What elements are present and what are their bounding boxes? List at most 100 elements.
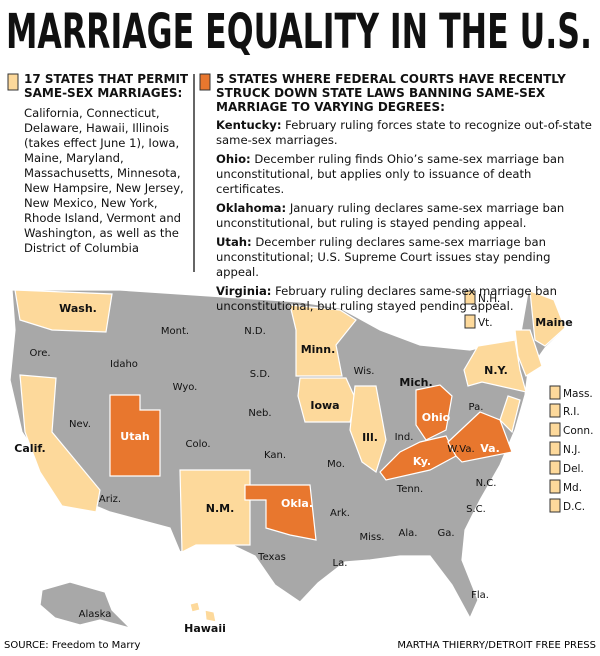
virginia [447,411,513,463]
new-england [514,329,543,377]
new-york [463,339,527,393]
entry-state: Kentucky: [216,118,282,132]
state-label: S.D. [250,369,270,380]
state-label: La. [333,558,348,569]
box-swatch [549,498,561,513]
legend-text: California, Connecticut, Delaware, Hawai… [24,106,184,255]
hawaii-2 [204,609,217,623]
state-label: Ga. [437,528,454,539]
legend-permit: 17 STATES THAT PERMIT SAME-SEX MARRIAGES… [24,72,190,256]
california [19,374,101,513]
state-label: Tenn. [396,484,423,495]
box-label: N.H. [478,293,500,305]
state-label: Ore. [29,348,50,359]
entry: Oklahoma: January ruling declares same-s… [216,201,596,231]
state-label: Ariz. [99,494,121,505]
source: SOURCE: Freedom to Marry [4,640,140,651]
box-label: Del. [563,463,584,475]
legend-swatch-courts [199,73,211,91]
washington [14,289,113,333]
legend-courts: 5 STATES WHERE FEDERAL COURTS HAVE RECEN… [216,72,596,314]
mid-atlantic [499,395,521,434]
state-label: Ala. [399,528,418,539]
state-label: N.D. [244,326,266,337]
state-label: Hawaii [184,622,226,635]
state-label: Alaska [79,609,112,620]
state-label: Mich. [399,376,432,389]
state-label: Texas [257,552,286,563]
state-label: Maine [535,316,572,329]
box-label: N.J. [563,444,581,456]
new-mexico [179,469,251,553]
box-swatch [549,460,561,475]
box-label: Conn. [563,425,593,437]
box-swatch [464,314,476,329]
state-label: Ind. [395,432,414,443]
entry-state: Utah: [216,235,252,249]
box-swatch [549,385,561,400]
state-label: Iowa [310,399,339,412]
state-label: Minn. [301,343,336,356]
entry-text: February ruling declares same-sex marria… [216,284,557,313]
entry-text: January ruling declares same-sex marriag… [216,201,565,230]
state-label: Neb. [248,408,271,419]
ohio [415,384,453,441]
state-label: N.C. [476,478,497,489]
entry: Virginia: February ruling declares same-… [216,284,596,314]
box-label: Mass. [563,388,593,400]
state-label: Idaho [110,359,138,370]
state-label: W.Va. [447,444,474,455]
state-label: Kan. [264,450,286,461]
state-label: Ark. [330,508,350,519]
state-label: N.Y. [484,364,508,377]
entry-text: February ruling forces state to recogniz… [216,118,592,147]
box-swatch [549,479,561,494]
box-label: Md. [563,482,582,494]
box-label: R.I. [563,406,580,418]
state-label: Utah [120,430,149,443]
legend-heading: 17 STATES THAT PERMIT SAME-SEX MARRIAGES… [24,72,189,100]
box-label: D.C. [563,501,585,513]
state-label: Wyo. [173,382,198,393]
utah [109,394,161,477]
state-label: Mo. [327,459,345,470]
entry-text: December ruling declares same-sex marria… [216,235,551,279]
entry-state: Virginia: [216,284,272,298]
state-label: Colo. [186,439,211,450]
state-label: Miss. [359,532,384,543]
credit: MARTHA THIERRY/DETROIT FREE PRESS [397,640,596,651]
state-label: Mont. [161,326,189,337]
state-label: Fla. [471,590,489,601]
entry-text: December ruling finds Ohio’s same-sex ma… [216,152,565,196]
legend-swatch-permit [7,73,19,91]
state-label: Nev. [69,419,91,430]
alaska [39,581,133,630]
state-label: Pa. [469,402,484,413]
entry-state: Oklahoma: [216,201,287,215]
state-label: S.C. [466,504,486,515]
state-label: Ohio [422,411,451,424]
box-label: Vt. [478,317,493,329]
entry: Ohio: December ruling finds Ohio’s same-… [216,152,596,197]
box-swatch [549,403,561,418]
hawaii-1 [189,601,201,613]
box-swatch [549,422,561,437]
state-label: Va. [480,442,500,455]
maine [529,290,566,347]
minnesota [289,304,357,377]
map-labels: Wash. Ore. Calif. Nev. Idaho Mont. Wyo. Utah Ari… [14,290,593,635]
box-swatch [464,290,476,305]
entry: Kentucky: February ruling forces state t… [216,118,596,148]
state-label: N.M. [206,502,235,515]
title: MARRIAGE EQUALITY IN THE U.S. [6,4,592,60]
state-label: Ky. [413,455,431,468]
iowa [297,377,357,423]
state-label: Wis. [354,366,375,377]
legend-heading: 5 STATES WHERE FEDERAL COURTS HAVE RECEN… [216,72,566,114]
state-label: Ill. [362,431,378,444]
illinois [349,385,387,473]
state-label: Okla. [281,497,313,510]
entry-state: Ohio: [216,152,251,166]
